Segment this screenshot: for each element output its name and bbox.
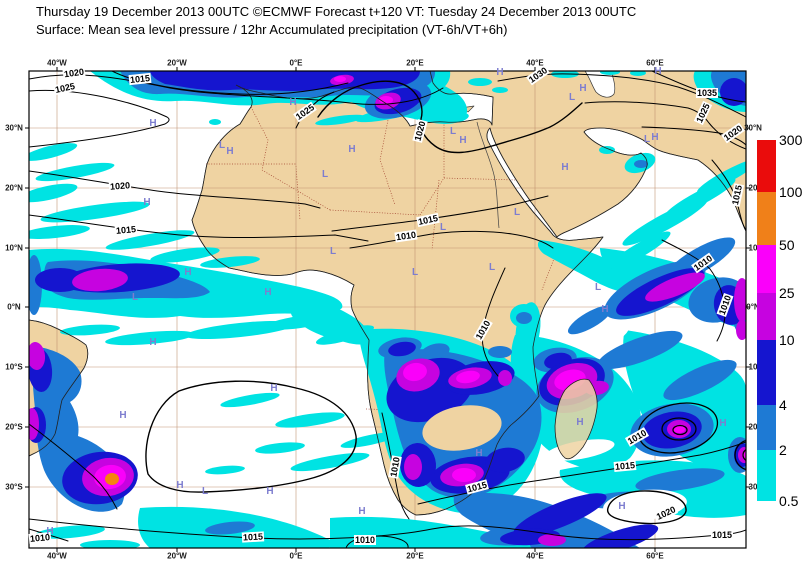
pressure-center-h: H <box>119 410 127 421</box>
isobar-label: 1035 <box>695 88 719 98</box>
axis-label-top: 20°E <box>406 58 424 68</box>
pressure-center-h: H <box>348 144 356 155</box>
pressure-center-h: H <box>654 66 662 77</box>
caspian-sea <box>584 71 616 98</box>
axis-label-right: 30°N <box>744 123 762 133</box>
pressure-center-l: L <box>218 140 226 151</box>
pressure-center-h: H <box>719 418 727 429</box>
header-line-1: Thursday 19 December 2013 00UTC ©ECMWF F… <box>36 4 637 19</box>
axis-label-top: 60°E <box>646 58 664 68</box>
pressure-center-h: H <box>143 197 151 208</box>
frame-ticks <box>25 67 750 552</box>
pressure-center-l: L <box>439 222 447 233</box>
axis-label-top: 40°E <box>526 58 544 68</box>
precip-level-50 <box>105 473 119 485</box>
axis-label-left: 0°N <box>7 302 21 312</box>
colorbar-label: 10 <box>779 332 795 348</box>
axis-label-bottom: 60°E <box>646 551 664 561</box>
colorbar-segment-0.5-2 <box>757 450 776 501</box>
pressure-center-h: H <box>561 162 569 173</box>
pressure-center-l: L <box>201 486 209 497</box>
axis-label-right: 0°N <box>746 302 760 312</box>
map-frame <box>28 70 747 549</box>
pressure-center-l: L <box>329 246 337 257</box>
madagascar-overlay <box>555 379 598 459</box>
pressure-center-h: H <box>651 132 659 143</box>
pressure-center-h: H <box>184 267 192 278</box>
axis-label-bottom: 40°W <box>47 551 67 561</box>
pressure-center-l: L <box>594 282 602 293</box>
pressure-center-l: L <box>568 92 576 103</box>
colorbar-segment-25-50 <box>757 245 776 293</box>
pressure-center-h: H <box>176 480 184 491</box>
axis-label-left: 10°N <box>5 243 23 253</box>
axis-label-top: 0°E <box>289 58 303 68</box>
pressure-center-h: H <box>579 83 587 94</box>
colorbar-label: 2 <box>779 442 787 458</box>
pressure-center-l: L <box>643 134 651 145</box>
axis-label-bottom: 0°E <box>289 551 303 561</box>
axis-label-right: 20 <box>748 183 758 193</box>
axis-label-right: 30 <box>748 482 758 492</box>
pressure-center-l: L <box>488 262 496 273</box>
colorbar-label: 0.5 <box>779 493 799 509</box>
axis-label-left: 30°S <box>5 482 23 492</box>
colorbar-label: 300 <box>779 132 803 148</box>
pressure-center-h: H <box>149 118 157 129</box>
pressure-center-h: H <box>496 67 504 78</box>
axis-label-bottom: 40°E <box>526 551 544 561</box>
pressure-center-h: H <box>576 417 584 428</box>
axis-label-left: 10°S <box>5 362 23 372</box>
colorbar-segment-4-10 <box>757 340 776 405</box>
colorbar-segment-2-4 <box>757 405 776 450</box>
axis-label-right: 20 <box>748 422 758 432</box>
colorbar-label: 4 <box>779 397 787 413</box>
axis-label-left: 20°S <box>5 422 23 432</box>
axis-label-top: 20°W <box>167 58 187 68</box>
colorbar-segment-50-100 <box>757 192 776 245</box>
pressure-center-h: H <box>289 97 297 108</box>
pressure-center-h: H <box>270 383 278 394</box>
isobar-label: 1015 <box>710 530 734 540</box>
pressure-center-l: L <box>411 267 419 278</box>
axis-label-right: 10 <box>748 362 758 372</box>
axis-label-left: 20°N <box>5 183 23 193</box>
colorbar-label: 50 <box>779 237 795 253</box>
colorbar-label: 25 <box>779 285 795 301</box>
pressure-center-h: H <box>226 146 234 157</box>
pressure-center-h: H <box>264 287 272 298</box>
axis-label-bottom: 20°W <box>167 551 187 561</box>
pressure-center-h: H <box>266 486 274 497</box>
pressure-center-h: H <box>46 526 54 537</box>
isobar-label: 1010 <box>353 535 377 545</box>
pressure-center-h: H <box>475 448 483 459</box>
pressure-center-l: L <box>513 207 521 218</box>
header-line-2: Surface: Mean sea level pressure / 12hr … <box>36 22 508 37</box>
chart-header: Thursday 19 December 2013 00UTC ©ECMWF F… <box>36 3 636 39</box>
coastlines <box>29 71 746 516</box>
pressure-center-h: H <box>149 337 157 348</box>
pressure-center-h: H <box>459 135 467 146</box>
colorbar-segment-10-25 <box>757 293 776 340</box>
precipitation-colorbar <box>757 140 776 501</box>
colorbar-segment-100-300 <box>757 140 776 192</box>
colorbar-label: 100 <box>779 184 803 200</box>
pressure-center-l: L <box>131 292 139 303</box>
land-clearing-botswana <box>422 405 502 451</box>
axis-label-bottom: 20°E <box>406 551 424 561</box>
nile-river <box>476 121 500 229</box>
axis-label-top: 40°W <box>47 58 67 68</box>
pressure-center-h: H <box>601 304 609 315</box>
axis-label-left: 30°N <box>5 123 23 133</box>
pressure-center-h: H <box>618 501 626 512</box>
pressure-center-l: L <box>321 169 329 180</box>
pressure-center-h: H <box>358 506 366 517</box>
pressure-center-l: L <box>449 126 457 137</box>
axis-label-right: 10 <box>748 243 758 253</box>
